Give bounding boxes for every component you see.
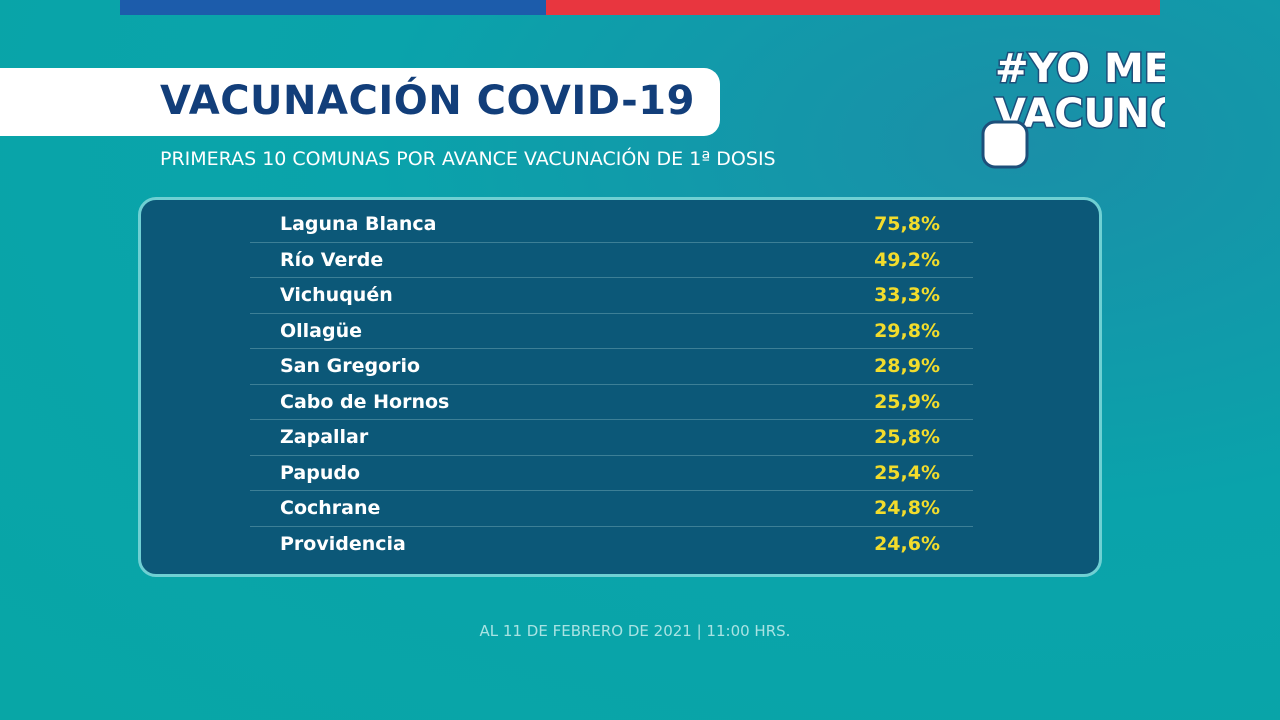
top-bar-blue	[120, 0, 546, 15]
footer: AL 11 DE FEBRERO DE 2021 | 11:00 HRS.	[479, 622, 791, 640]
table: Laguna Blanca 75,8% Río Verde 49,2% Vichuqué…	[250, 207, 973, 562]
vaccination-percent: 33,3%	[874, 284, 940, 307]
commune-name: Providencia	[280, 533, 406, 556]
title-box	[0, 68, 720, 136]
vaccination-percent: 25,4%	[874, 461, 940, 484]
vaccination-percent: 28,9%	[874, 355, 940, 378]
vaccination-percent: 24,8%	[874, 497, 940, 520]
top-bar-red	[546, 0, 1160, 15]
vaccination-percent: 75,8%	[874, 213, 940, 236]
vaccination-percent: 24,6%	[874, 533, 940, 556]
commune-name: Cabo de Hornos	[280, 390, 450, 413]
table-row: Vichuquén 33,3%	[250, 278, 973, 314]
logo-hand	[981, 120, 1029, 169]
table-row: Cabo de Hornos 25,9%	[250, 385, 973, 420]
table-row: Cochrane 24,8%	[250, 491, 973, 527]
table-row: Papudo 25,4%	[250, 456, 973, 491]
logo: #YO ME VACUNO	[981, 45, 1165, 169]
table-row: Laguna Blanca 75,8%	[250, 207, 973, 243]
table-row: Río Verde 49,2%	[250, 243, 973, 278]
table-row: San Gregorio 28,9%	[250, 349, 973, 385]
table-panel	[138, 197, 1102, 577]
commune-name: San Gregorio	[280, 355, 421, 378]
commune-name: Vichuquén	[280, 284, 393, 307]
commune-name: Ollagüe	[280, 319, 363, 342]
vaccination-percent: 25,8%	[874, 426, 940, 449]
commune-name: Laguna Blanca	[280, 213, 437, 236]
vaccination-percent: 29,8%	[874, 319, 940, 342]
commune-name: Papudo	[280, 461, 361, 484]
table-row: Ollagüe 29,8%	[250, 314, 973, 349]
logo-line1: #YO ME	[995, 46, 1165, 92]
table-row: Providencia 24,6%	[250, 527, 973, 563]
vaccination-percent: 49,2%	[874, 248, 940, 271]
commune-name: Cochrane	[280, 497, 381, 520]
commune-name: Zapallar	[280, 426, 369, 449]
table-row: Zapallar 25,8%	[250, 420, 973, 456]
title: VACUNACIÓN COVID-19	[160, 78, 695, 124]
commune-name: Río Verde	[280, 248, 384, 271]
logo-line2: VACUNO	[995, 91, 1165, 137]
vaccination-percent: 25,9%	[874, 390, 940, 413]
subtitle: PRIMERAS 10 COMUNAS POR AVANCE VACUNACIÓ…	[160, 148, 776, 170]
